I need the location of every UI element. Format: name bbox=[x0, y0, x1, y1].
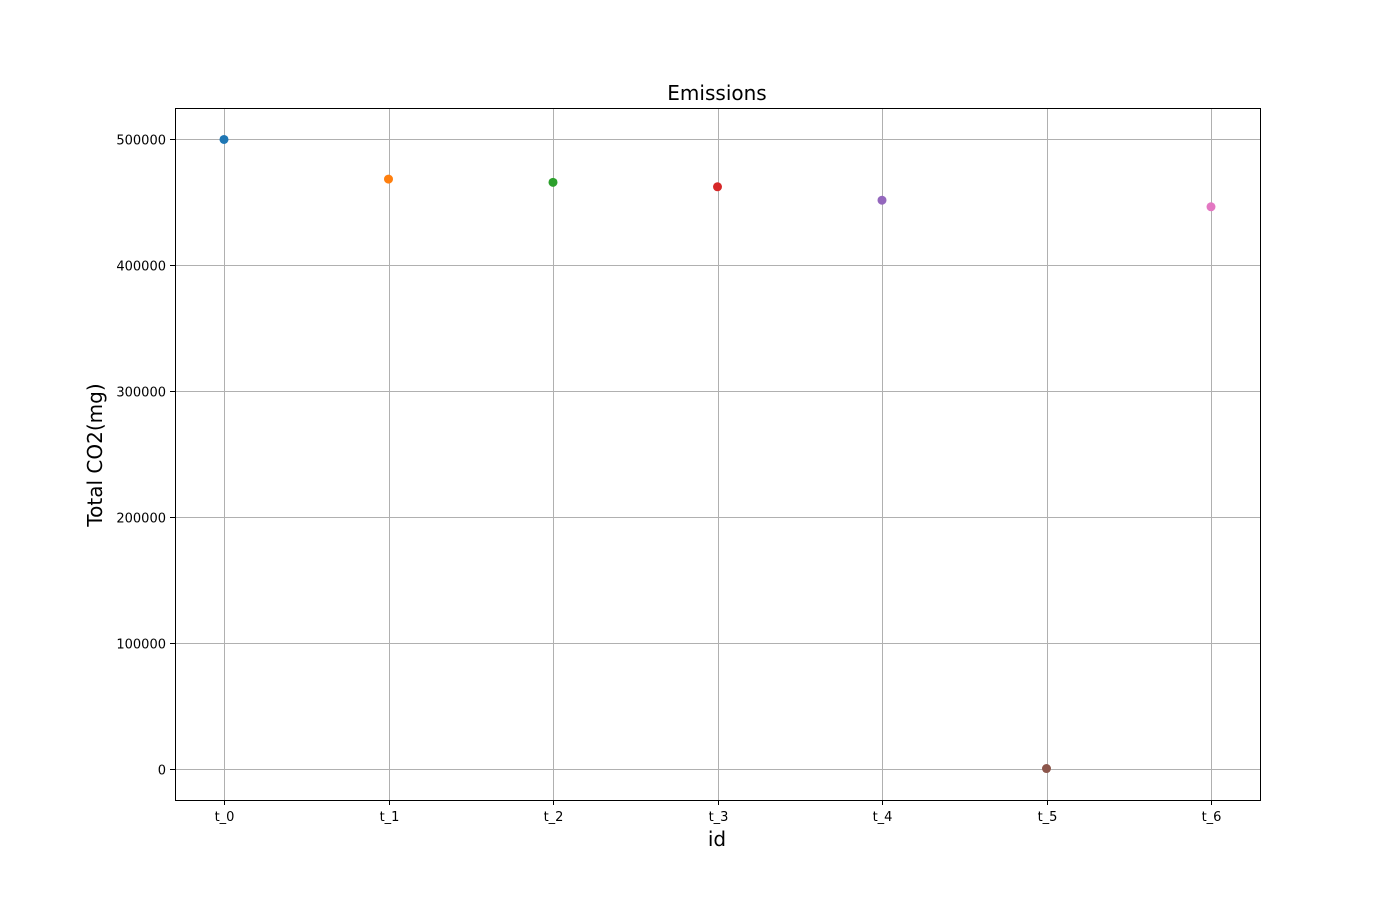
data-point-t-4 bbox=[877, 195, 887, 205]
data-point-t-1 bbox=[384, 174, 393, 184]
data-point-t-6 bbox=[1206, 202, 1216, 212]
data-point-t-3 bbox=[713, 182, 722, 192]
chart-title: Emissions bbox=[667, 81, 766, 105]
y-tick-label: 100000 bbox=[116, 638, 166, 653]
x-tick-label: t_2 bbox=[544, 810, 564, 825]
data-point-t-0 bbox=[219, 134, 229, 144]
y-tick-label: 200000 bbox=[116, 512, 166, 527]
y-tick-label: 500000 bbox=[116, 134, 166, 149]
y-tick-label: 400000 bbox=[116, 260, 166, 275]
data-point-t-5 bbox=[1042, 764, 1051, 774]
x-tick-label: t_5 bbox=[1038, 810, 1058, 825]
y-tick-label: 0 bbox=[158, 764, 166, 779]
data-points bbox=[219, 134, 1216, 774]
x-tick-label: t_4 bbox=[873, 810, 893, 825]
grid-lines bbox=[175, 108, 1260, 800]
x-tick-label: t_6 bbox=[1202, 810, 1222, 825]
x-tick-label: t_3 bbox=[709, 810, 729, 825]
y-axis-label: Total CO2(mg) bbox=[83, 383, 107, 527]
axis-ticks: t_0 t_1 t_2 t_3 t_4 t_5 t_6 0 100000 200000 300000… bbox=[116, 134, 1221, 826]
x-axis-label: id bbox=[708, 827, 726, 851]
y-tick-label: 300000 bbox=[116, 386, 166, 401]
x-tick-label: t_0 bbox=[215, 810, 235, 825]
x-tick-label: t_1 bbox=[380, 810, 400, 825]
data-point-t-2 bbox=[548, 177, 558, 187]
